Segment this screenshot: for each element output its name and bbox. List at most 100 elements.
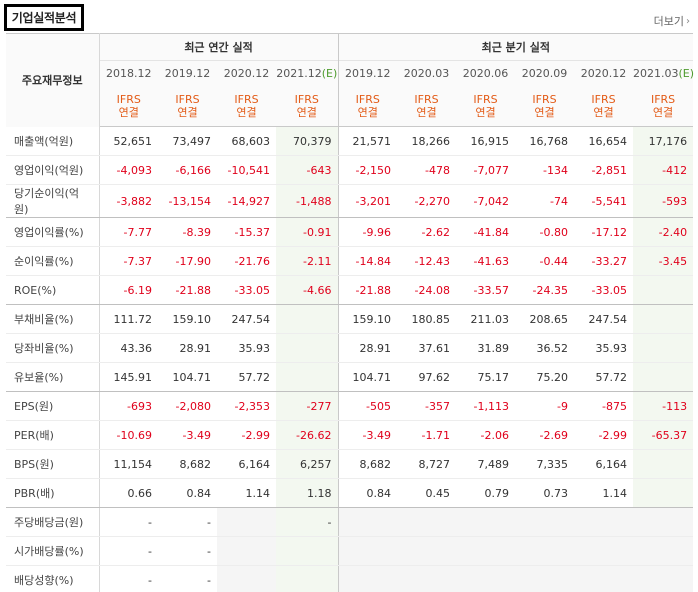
table-row: BPS(원) 11,154 8,682 6,164 6,257 8,682 8,727 7,4… bbox=[6, 449, 694, 479]
table-cell: -3,882 bbox=[99, 184, 158, 218]
table-cell bbox=[456, 565, 516, 592]
table-cell: -21.76 bbox=[217, 246, 276, 276]
table-cell: 17,176 bbox=[633, 126, 694, 156]
table-cell bbox=[633, 449, 694, 479]
table-cell: -15.37 bbox=[217, 217, 276, 247]
table-cell bbox=[456, 536, 516, 566]
table-cell: -3,201 bbox=[337, 184, 398, 218]
table-cell: 1.14 bbox=[217, 478, 276, 508]
table-cell: -7.77 bbox=[99, 217, 158, 247]
basis-ifrs: IFRS bbox=[591, 93, 616, 107]
table-cell: -2,851 bbox=[574, 155, 634, 185]
table-cell: -13,154 bbox=[158, 184, 217, 218]
table-cell: -2.06 bbox=[456, 420, 516, 450]
table-cell: -12.43 bbox=[397, 246, 457, 276]
table-cell: -10,541 bbox=[217, 155, 276, 185]
table-cell: 0.73 bbox=[515, 478, 575, 508]
table-cell: 0.84 bbox=[158, 478, 217, 508]
more-link[interactable]: 더보기 › bbox=[654, 13, 690, 29]
table-cell: -134 bbox=[515, 155, 575, 185]
table-cell: 35.93 bbox=[217, 333, 276, 363]
table-cell: 111.72 bbox=[99, 304, 158, 334]
table-cell: -74 bbox=[515, 184, 575, 218]
table-cell: 28.91 bbox=[337, 333, 398, 363]
table-cell: -357 bbox=[397, 391, 457, 421]
table-cell: 36.52 bbox=[515, 333, 575, 363]
row-label: ROE(%) bbox=[6, 275, 100, 305]
period-header: 2020.06 bbox=[456, 60, 516, 87]
table-row: 당좌비율(%) 43.36 28.91 35.93 28.91 37.61 31.89 36.… bbox=[6, 333, 694, 363]
table-cell bbox=[633, 536, 694, 566]
basis-ifrs: IFRS bbox=[414, 93, 439, 107]
table-cell: 37.61 bbox=[397, 333, 457, 363]
table-cell: 35.93 bbox=[574, 333, 634, 363]
basis-header: IFRS 연결 bbox=[456, 86, 516, 127]
table-row: 당기순이익(억원) -3,882 -13,154 -14,927 -1,488 -3,20… bbox=[6, 184, 694, 218]
table-row: 시가배당률(%) - - bbox=[6, 536, 694, 566]
table-cell: 180.85 bbox=[397, 304, 457, 334]
table-cell: 7,335 bbox=[515, 449, 575, 479]
basis-header: IFRS 연결 bbox=[633, 86, 694, 127]
row-label: PBR(배) bbox=[6, 478, 100, 508]
table-cell: 11,154 bbox=[99, 449, 158, 479]
basis-ifrs: IFRS bbox=[175, 93, 200, 107]
section-title: 기업실적분석 bbox=[4, 4, 84, 31]
table-row: 부채비율(%) 111.72 159.10 247.54 159.10 180.85 211… bbox=[6, 304, 694, 334]
table-cell: 21,571 bbox=[337, 126, 398, 156]
table-cell: - bbox=[276, 507, 339, 537]
period-header: 2019.12 bbox=[337, 60, 398, 87]
table-cell: 104.71 bbox=[158, 362, 217, 392]
table-cell: -2.69 bbox=[515, 420, 575, 450]
table-cell: -0.91 bbox=[276, 217, 339, 247]
table-cell: 104.71 bbox=[337, 362, 398, 392]
table-cell bbox=[397, 507, 457, 537]
table-cell: -0.44 bbox=[515, 246, 575, 276]
chevron-right-icon: › bbox=[686, 15, 690, 27]
table-cell: -1,113 bbox=[456, 391, 516, 421]
table-cell: 6,164 bbox=[217, 449, 276, 479]
table-cell: 1.18 bbox=[276, 478, 339, 508]
table-cell: 1.14 bbox=[574, 478, 634, 508]
table-cell: - bbox=[99, 507, 158, 537]
table-row: ROE(%) -6.19 -21.88 -33.05 -4.66 -21.88 -24.08… bbox=[6, 275, 694, 305]
table-cell: -2,150 bbox=[337, 155, 398, 185]
table-cell: 57.72 bbox=[574, 362, 634, 392]
row-label: 당좌비율(%) bbox=[6, 333, 100, 363]
table-cell: -6.19 bbox=[99, 275, 158, 305]
table-cell: -643 bbox=[276, 155, 339, 185]
basis-header: IFRS 연결 bbox=[515, 86, 575, 127]
row-label: BPS(원) bbox=[6, 449, 100, 479]
table-cell: 75.20 bbox=[515, 362, 575, 392]
table-cell: 247.54 bbox=[217, 304, 276, 334]
table-cell bbox=[337, 507, 398, 537]
table-cell: 16,768 bbox=[515, 126, 575, 156]
table-cell: -2.99 bbox=[574, 420, 634, 450]
table-cell: 75.17 bbox=[456, 362, 516, 392]
table-cell: - bbox=[158, 507, 217, 537]
table-cell: -693 bbox=[99, 391, 158, 421]
table-cell: 18,266 bbox=[397, 126, 457, 156]
table-cell bbox=[574, 536, 634, 566]
table-cell: 6,164 bbox=[574, 449, 634, 479]
table-cell bbox=[633, 362, 694, 392]
table-cell: -8.39 bbox=[158, 217, 217, 247]
basis-ifrs: IFRS bbox=[473, 93, 498, 107]
table-cell: -14.84 bbox=[337, 246, 398, 276]
table-cell: 247.54 bbox=[574, 304, 634, 334]
table-cell bbox=[276, 304, 339, 334]
table-cell: -2,270 bbox=[397, 184, 457, 218]
basis-ifrs: IFRS bbox=[650, 93, 676, 107]
row-label: PER(배) bbox=[6, 420, 100, 450]
table-cell: 0.84 bbox=[337, 478, 398, 508]
basis-header: IFRS 연결 bbox=[337, 86, 398, 127]
table-cell: -9 bbox=[515, 391, 575, 421]
table-cell: - bbox=[158, 536, 217, 566]
table-row: PER(배) -10.69 -3.49 -2.99 -26.62 -3.49 -1.71 -2… bbox=[6, 420, 694, 450]
basis-header: IFRS 연결 bbox=[217, 86, 276, 127]
table-row: 매출액(억원) 52,651 73,497 68,603 70,379 21,571 18,… bbox=[6, 126, 694, 156]
table-cell: -505 bbox=[337, 391, 398, 421]
table-row: EPS(원) -693 -2,080 -2,353 -277 -505 -357 -1,113… bbox=[6, 391, 694, 421]
table-cell: 16,654 bbox=[574, 126, 634, 156]
table-cell: -14,927 bbox=[217, 184, 276, 218]
row-label: 부채비율(%) bbox=[6, 304, 100, 334]
